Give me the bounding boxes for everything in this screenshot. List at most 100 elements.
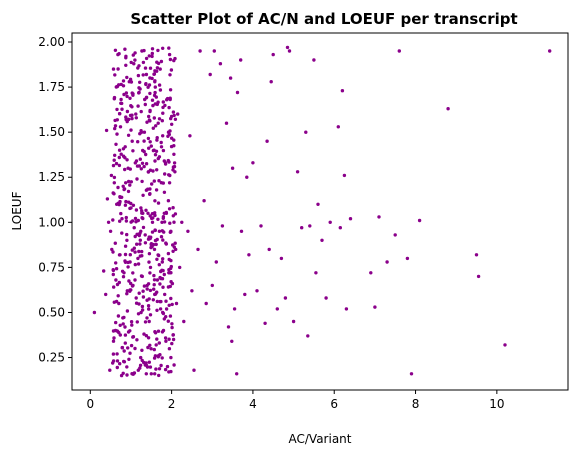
scatter-point [169,264,173,269]
scatter-point [113,153,117,157]
scatter-point [143,233,147,237]
scatter-point [239,58,243,62]
scatter-point [147,260,151,264]
scatter-point [128,351,132,355]
scatter-point [130,323,134,327]
scatter-point [155,60,159,64]
scatter-point [158,282,162,286]
scatter-point [156,100,160,104]
scatter-point [171,249,175,253]
scatter-point [151,148,156,153]
scatter-point [150,212,155,216]
scatter-point [170,341,174,346]
scatter-point [133,346,137,351]
scatter-point [167,52,172,57]
scatter-point [157,117,162,121]
scatter-point [159,299,163,304]
scatter-point [146,304,151,308]
scatter-point [155,299,159,304]
scatter-point [112,158,116,162]
x-tick-label: 10 [489,397,504,411]
scatter-point [178,265,182,270]
scatter-point [162,159,166,163]
scatter-point [140,304,145,309]
scatter-point [149,144,153,148]
scatter-point [139,167,143,171]
scatter-point [134,220,138,224]
scatter-point [295,170,300,174]
scatter-point [170,302,174,307]
scatter-point [147,114,151,119]
scatter-point [134,208,139,212]
scatter-point [168,230,172,234]
scatter-point [153,199,157,203]
scatter-point [164,299,168,303]
scatter-point [161,46,165,50]
scatter-point [121,79,126,83]
scatter-point [167,347,172,351]
scatter-point [141,295,146,299]
scatter-point [344,307,349,311]
scatter-point [142,284,147,288]
scatter-point [104,292,108,297]
y-tick-label: 1.25 [38,170,65,184]
scatter-point [170,322,174,326]
scatter-point [172,245,176,249]
scatter-point [121,147,126,151]
scatter-point [340,89,345,93]
scatter-point [148,343,152,347]
scatter-point [265,139,269,143]
scatter-point [503,343,507,347]
scatter-point [263,321,267,325]
scatter-point [146,345,150,350]
scatter-point [164,307,169,311]
scatter-point [210,283,214,288]
scatter-point [164,315,168,319]
scatter-point [128,206,132,211]
x-axis-ticks: 0 2 4 6 8 10 [86,390,504,411]
scatter-point [111,359,116,363]
scatter-point [171,168,175,172]
scatter-point [125,158,129,162]
scatter-point [166,319,170,323]
scatter-point [369,271,373,275]
scatter-point [102,269,106,273]
scatter-point [144,372,148,376]
scatter-point [132,226,136,230]
scatter-point [108,368,112,372]
y-tick-label: 0.25 [38,351,65,365]
scatter-point [126,133,131,137]
scatter-point [143,320,148,324]
scatter-point [154,343,158,347]
scatter-point [130,284,135,288]
scatter-point [143,66,148,70]
scatter-point [159,59,164,64]
scatter-point [202,199,206,203]
scatter-point [147,252,152,256]
scatter-point [161,238,165,242]
scatter-point [129,343,134,348]
scatter-point [148,91,152,96]
scatter-point [137,86,141,90]
scatter-point [148,119,152,123]
scatter-point [144,56,149,61]
scatter-point [220,224,225,228]
scatter-point [137,249,141,254]
scatter-point [147,319,151,324]
scatter-point [158,67,162,71]
scatter-point [161,105,165,110]
scatter-point [168,88,173,92]
scatter-point [117,148,122,152]
scatter-point [172,144,176,148]
scatter-point [163,162,168,166]
scatter-point [164,241,168,245]
scatter-point [168,57,173,62]
scatter-point [147,54,151,58]
scatter-point [137,291,141,295]
scatter-point [153,153,158,157]
scatter-point [156,48,160,53]
x-tick-label: 2 [168,397,176,411]
scatter-point [123,325,127,329]
scatter-point [171,206,175,210]
scatter-point [109,173,114,178]
